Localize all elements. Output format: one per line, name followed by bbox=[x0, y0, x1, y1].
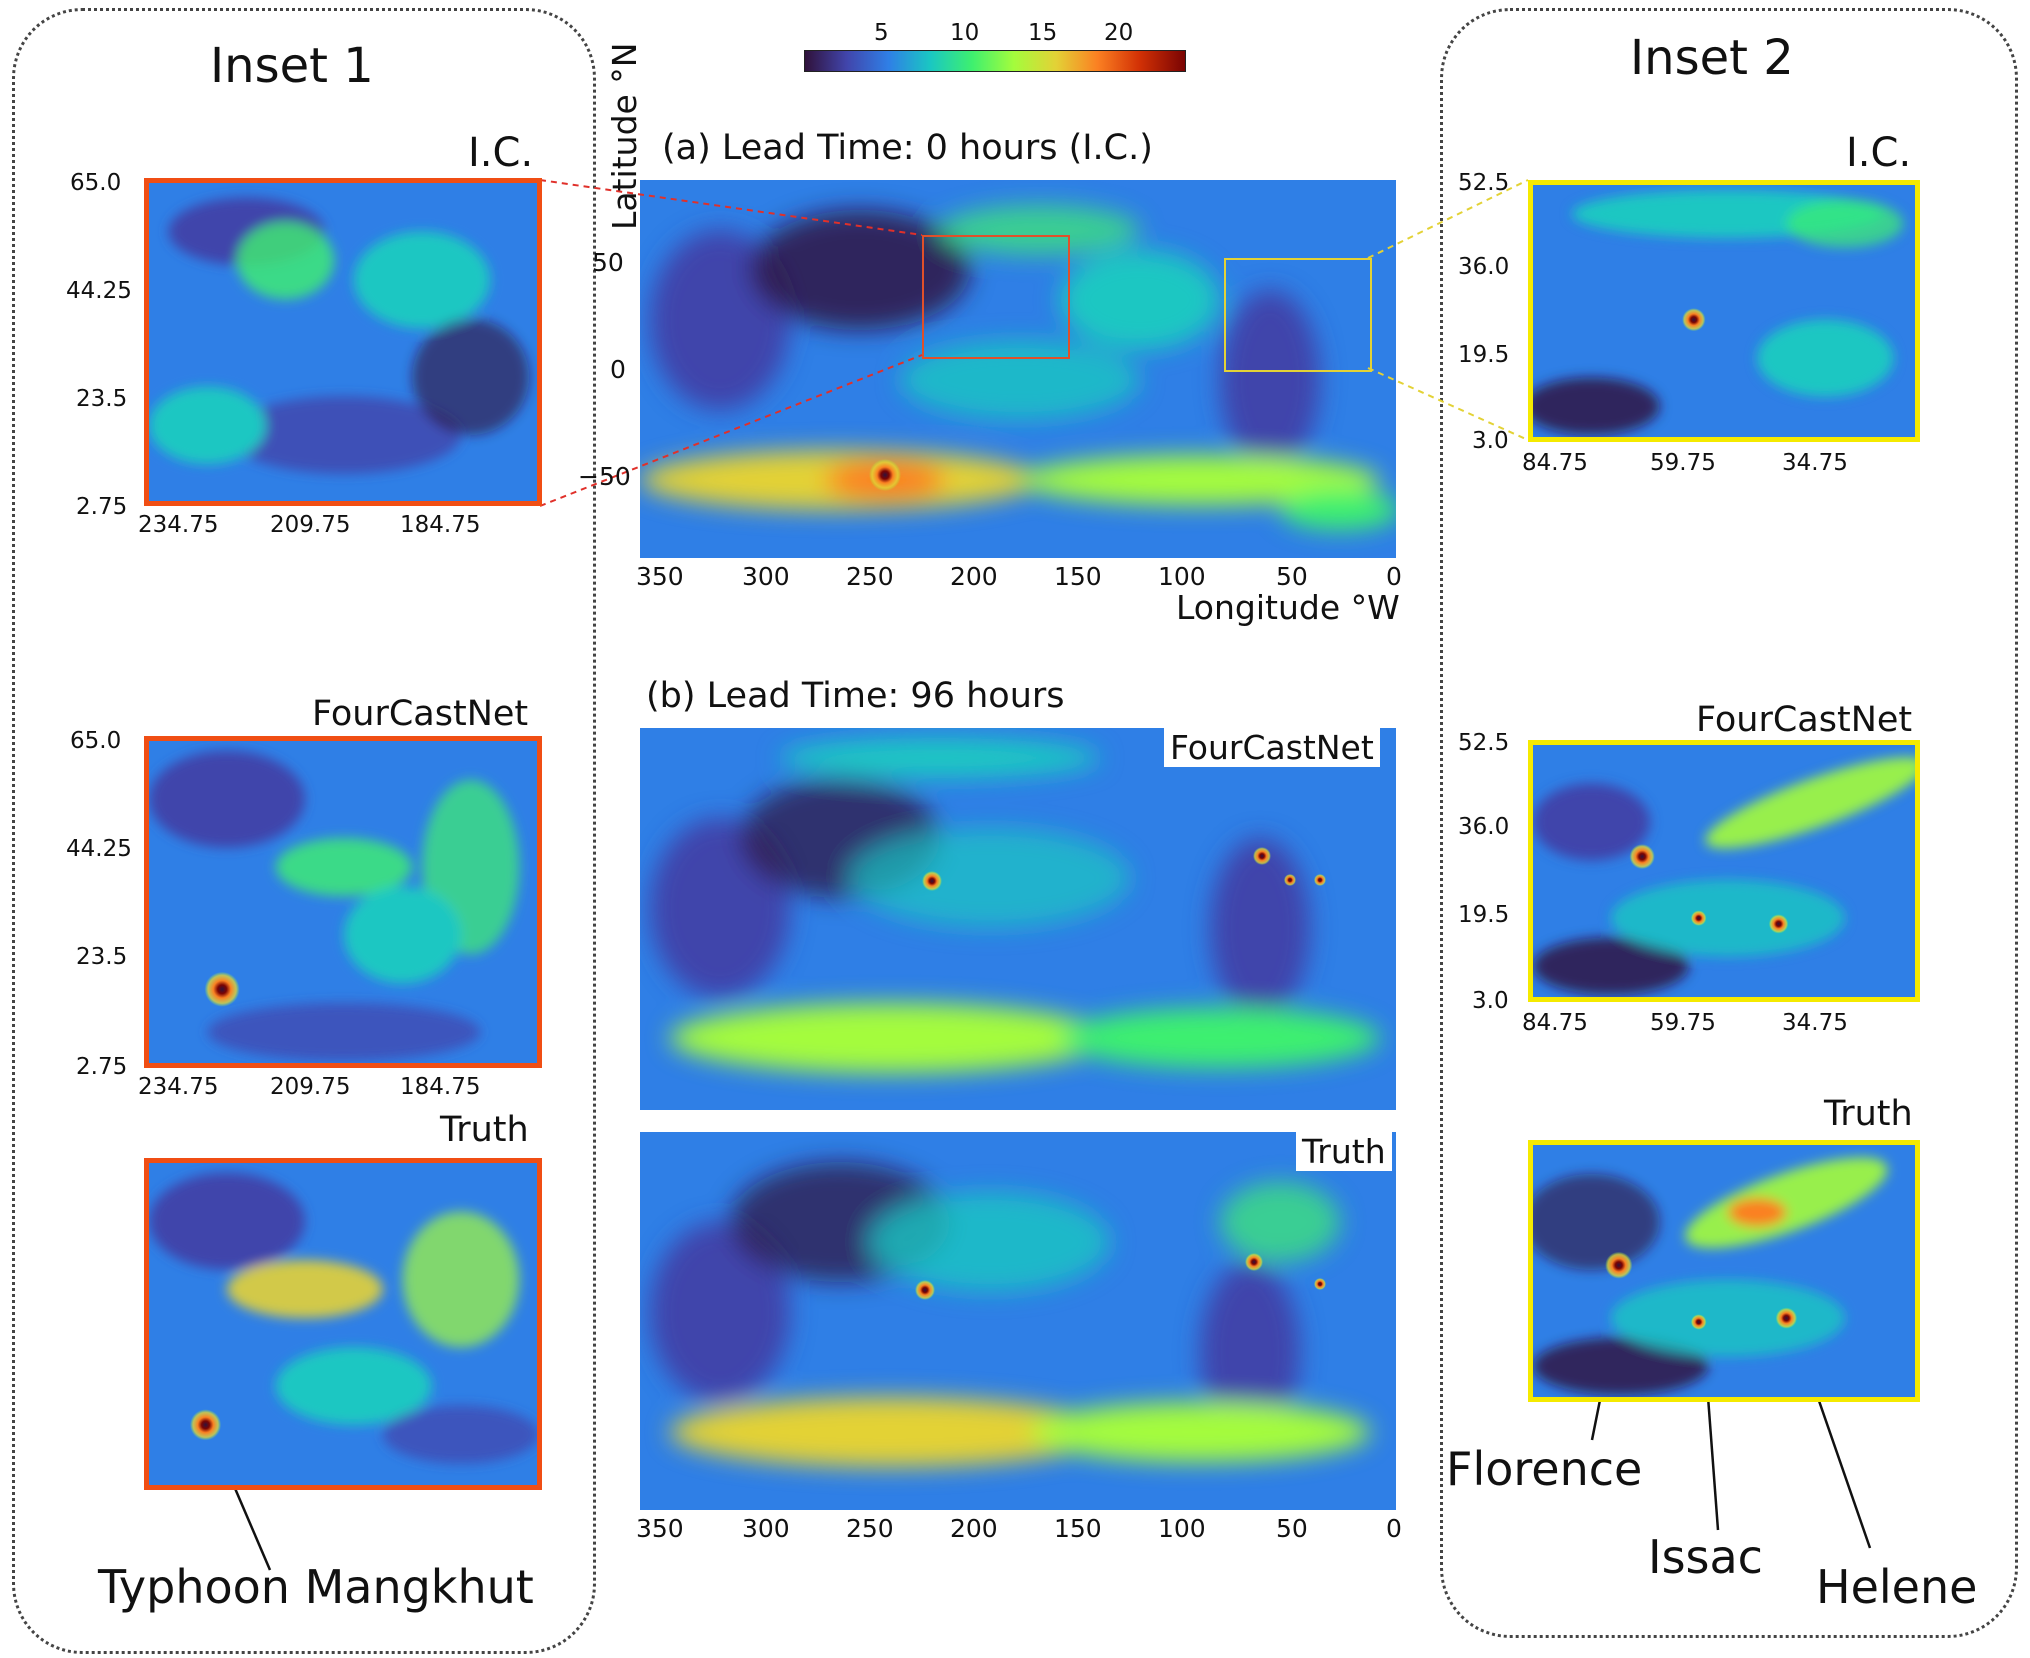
storm-label-florence: Florence bbox=[1446, 1442, 1643, 1496]
inset2-title: Inset 2 bbox=[1630, 30, 1794, 86]
x-axis-label: Longitude °W bbox=[1176, 588, 1400, 627]
inset2-lat-tick: 52.5 bbox=[1458, 170, 1510, 196]
lon-tick: 350 bbox=[636, 1514, 684, 1543]
lon-tick: 350 bbox=[636, 562, 684, 591]
inset1-map-truth bbox=[144, 1158, 542, 1490]
inset1-lon-tick: 234.75 bbox=[138, 512, 219, 538]
inset2-lat-tick: 52.5 bbox=[1458, 730, 1510, 756]
map-tag-truth: Truth bbox=[1296, 1132, 1392, 1171]
lon-tick: 100 bbox=[1158, 1514, 1206, 1543]
lon-tick: 50 bbox=[1276, 1514, 1308, 1543]
inset1-lat-tick: 44.25 bbox=[66, 278, 132, 304]
inset1-lat-tick: 23.5 bbox=[76, 944, 128, 970]
inset1-map-ic bbox=[144, 178, 542, 506]
inset1-lon-tick: 184.75 bbox=[400, 1074, 481, 1100]
inset1-frame bbox=[12, 8, 596, 1654]
inset2-lat-tick: 19.5 bbox=[1458, 342, 1510, 368]
inset2-lat-tick: 36.0 bbox=[1458, 254, 1510, 280]
inset2-lon-tick: 34.75 bbox=[1782, 1010, 1848, 1036]
lat-tick: −50 bbox=[578, 462, 631, 491]
lon-tick: 0 bbox=[1386, 562, 1402, 591]
lon-tick: 300 bbox=[742, 1514, 790, 1543]
inset2-lat-tick: 3.0 bbox=[1472, 428, 1509, 454]
inset1-title: Inset 1 bbox=[210, 38, 374, 94]
inset2-lon-tick: 34.75 bbox=[1782, 450, 1848, 476]
inset2-lon-tick: 84.75 bbox=[1522, 450, 1588, 476]
lon-tick: 100 bbox=[1158, 562, 1206, 591]
lon-tick: 150 bbox=[1054, 562, 1102, 591]
lon-tick: 50 bbox=[1276, 562, 1308, 591]
lon-tick: 250 bbox=[846, 562, 894, 591]
inset1-lon-tick: 234.75 bbox=[138, 1074, 219, 1100]
inset1-lat-tick: 23.5 bbox=[76, 386, 128, 412]
inset1-lat-tick: 44.25 bbox=[66, 836, 132, 862]
global-map-ic bbox=[640, 180, 1396, 558]
lon-tick: 150 bbox=[1054, 1514, 1102, 1543]
inset2-lat-tick: 19.5 bbox=[1458, 902, 1510, 928]
inset1-lat-tick: 65.0 bbox=[70, 728, 122, 754]
inset1-ic-label: I.C. bbox=[468, 130, 534, 176]
inset2-map-truth bbox=[1528, 1140, 1920, 1402]
inset2-region-box bbox=[1224, 258, 1372, 372]
lon-tick: 200 bbox=[950, 562, 998, 591]
colorbar-tick: 10 bbox=[950, 20, 980, 46]
storm-label-issac: Issac bbox=[1648, 1530, 1763, 1584]
inset2-lon-tick: 84.75 bbox=[1522, 1010, 1588, 1036]
inset1-map-fourcastnet bbox=[144, 736, 542, 1068]
global-map-truth bbox=[640, 1132, 1396, 1510]
colorbar-tick: 20 bbox=[1104, 20, 1134, 46]
inset1-region-box bbox=[922, 235, 1070, 359]
inset1-lon-tick: 184.75 bbox=[400, 512, 481, 538]
inset1-lon-tick: 209.75 bbox=[270, 1074, 351, 1100]
lon-tick: 0 bbox=[1386, 1514, 1402, 1543]
inset1-lat-tick: 2.75 bbox=[76, 1054, 128, 1080]
inset1-lat-tick: 65.0 bbox=[70, 170, 122, 196]
colorbar-tick: 15 bbox=[1028, 20, 1058, 46]
inset2-map-ic bbox=[1528, 180, 1920, 442]
inset1-lon-tick: 209.75 bbox=[270, 512, 351, 538]
inset1-lat-tick: 2.75 bbox=[76, 494, 128, 520]
inset2-fcn-label: FourCastNet bbox=[1696, 700, 1913, 740]
inset1-fcn-label: FourCastNet bbox=[312, 694, 529, 734]
panel-a-title: (a) Lead Time: 0 hours (I.C.) bbox=[662, 128, 1153, 168]
inset2-lat-tick: 36.0 bbox=[1458, 814, 1510, 840]
inset2-ic-label: I.C. bbox=[1846, 130, 1912, 176]
lat-tick: 0 bbox=[610, 355, 626, 384]
inset1-truth-label: Truth bbox=[440, 1110, 529, 1150]
colorbar-tick: 5 bbox=[874, 20, 889, 46]
inset2-truth-label: Truth bbox=[1824, 1094, 1913, 1134]
lat-tick: 50 bbox=[592, 248, 624, 277]
inset2-lat-tick: 3.0 bbox=[1472, 988, 1509, 1014]
global-map-fourcastnet bbox=[640, 728, 1396, 1110]
colorbar bbox=[804, 50, 1186, 72]
colorbar-gradient bbox=[805, 51, 1185, 71]
inset2-map-fourcastnet bbox=[1528, 740, 1920, 1002]
lon-tick: 200 bbox=[950, 1514, 998, 1543]
inset2-frame bbox=[1440, 8, 2018, 1638]
panel-b-title: (b) Lead Time: 96 hours bbox=[646, 676, 1065, 716]
lon-tick: 300 bbox=[742, 562, 790, 591]
map-tag-fourcastnet: FourCastNet bbox=[1164, 728, 1380, 767]
inset2-lon-tick: 59.75 bbox=[1650, 1010, 1716, 1036]
storm-label-helene: Helene bbox=[1816, 1560, 1978, 1614]
inset2-lon-tick: 59.75 bbox=[1650, 450, 1716, 476]
lon-tick: 250 bbox=[846, 1514, 894, 1543]
storm-label-mangkhut: Typhoon Mangkhut bbox=[98, 1560, 534, 1614]
